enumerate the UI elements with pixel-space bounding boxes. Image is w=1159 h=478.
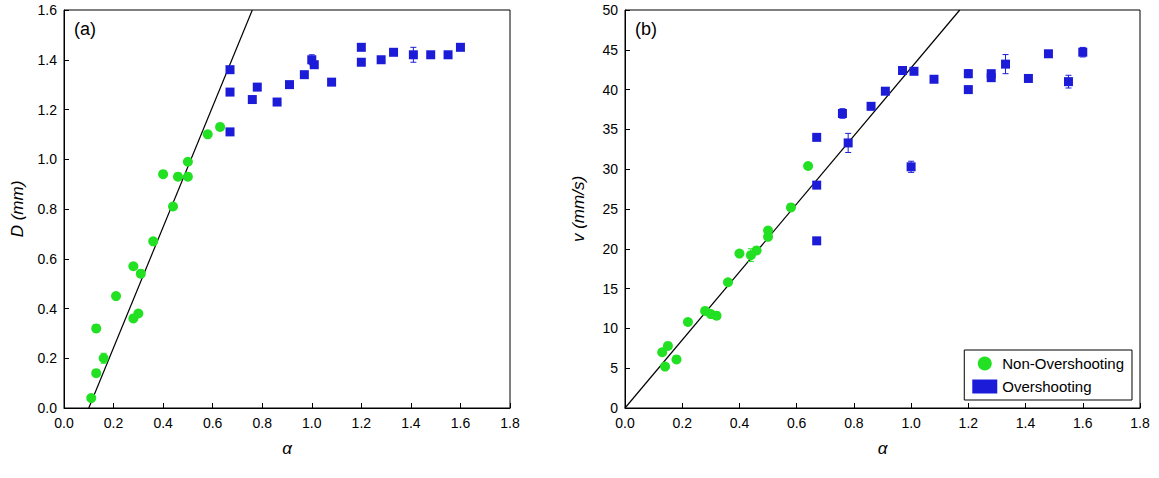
svg-text:1.0: 1.0 [302, 415, 322, 431]
svg-text:0.0: 0.0 [615, 415, 635, 431]
svg-text:0.0: 0.0 [38, 400, 58, 416]
svg-text:0.8: 0.8 [844, 415, 864, 431]
svg-text:50: 50 [602, 2, 618, 18]
svg-text:0.2: 0.2 [672, 415, 692, 431]
svg-text:(b): (b) [635, 19, 657, 39]
svg-text:0: 0 [610, 400, 618, 416]
svg-text:Non-Overshooting: Non-Overshooting [1002, 355, 1124, 372]
svg-text:1.6: 1.6 [1073, 415, 1093, 431]
svg-text:0.0: 0.0 [54, 415, 74, 431]
svg-text:35: 35 [602, 121, 618, 137]
svg-text:0.6: 0.6 [787, 415, 807, 431]
svg-text:1.4: 1.4 [401, 415, 421, 431]
svg-text:Overshooting: Overshooting [1002, 378, 1091, 395]
svg-text:α: α [282, 439, 293, 458]
svg-text:10: 10 [602, 320, 618, 336]
svg-text:1.6: 1.6 [38, 2, 58, 18]
svg-text:D (mm): D (mm) [8, 181, 27, 238]
svg-text:(a): (a) [74, 19, 96, 39]
svg-text:1.2: 1.2 [352, 415, 372, 431]
svg-text:1.4: 1.4 [1016, 415, 1036, 431]
svg-text:30: 30 [602, 161, 618, 177]
svg-text:α: α [878, 439, 889, 458]
svg-text:0.2: 0.2 [104, 415, 124, 431]
svg-text:45: 45 [602, 42, 618, 58]
svg-text:1.8: 1.8 [500, 415, 520, 431]
svg-text:25: 25 [602, 201, 618, 217]
svg-text:1.0: 1.0 [901, 415, 921, 431]
svg-text:20: 20 [602, 241, 618, 257]
svg-text:0.4: 0.4 [730, 415, 750, 431]
svg-text:5: 5 [610, 360, 618, 376]
svg-text:0.6: 0.6 [38, 251, 58, 267]
svg-text:1.4: 1.4 [38, 52, 58, 68]
svg-text:15: 15 [602, 281, 618, 297]
svg-text:0.8: 0.8 [252, 415, 272, 431]
svg-text:40: 40 [602, 82, 618, 98]
svg-text:1.0: 1.0 [38, 151, 58, 167]
svg-text:0.6: 0.6 [203, 415, 223, 431]
svg-text:1.6: 1.6 [451, 415, 471, 431]
svg-text:1.8: 1.8 [1130, 415, 1150, 431]
svg-text:0.4: 0.4 [153, 415, 173, 431]
svg-text:1.2: 1.2 [38, 102, 58, 118]
svg-text:1.2: 1.2 [959, 415, 979, 431]
svg-text:0.4: 0.4 [38, 301, 58, 317]
svg-text:0.8: 0.8 [38, 201, 58, 217]
svg-text:v (mm/s): v (mm/s) [569, 176, 588, 242]
svg-text:0.2: 0.2 [38, 350, 58, 366]
